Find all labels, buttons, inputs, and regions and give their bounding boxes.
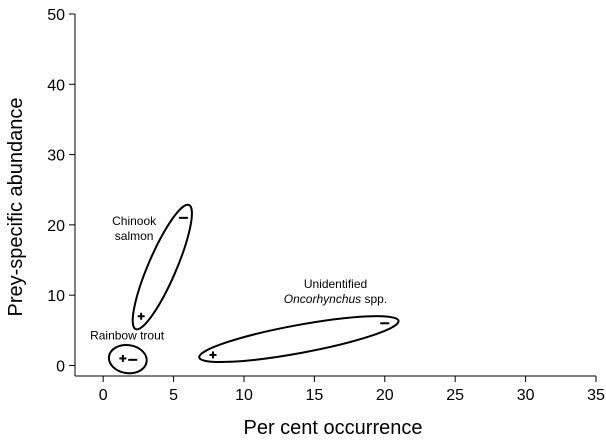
y-axis-title: Prey-specific abundance	[5, 97, 27, 316]
y-tick-label: 0	[56, 358, 65, 375]
point-plus-marker	[137, 312, 145, 320]
group-ellipse	[198, 315, 400, 364]
y-tick-label: 10	[47, 288, 65, 305]
group-label: Unidentified Oncorhynchus spp.	[284, 277, 387, 306]
x-tick-label: 15	[305, 387, 323, 404]
x-tick-label: 20	[376, 387, 394, 404]
y-tick-label: 30	[47, 148, 65, 165]
x-axis-title: Per cent occurrence	[244, 417, 423, 439]
x-tick-label: 25	[446, 387, 464, 404]
group-ellipse	[107, 344, 148, 375]
point-plus-marker	[209, 351, 217, 359]
x-tick-label: 35	[587, 387, 605, 404]
axes: 0 5 10 15 20 25 30 35 0 10 20 30 40 50	[47, 7, 605, 404]
point-plus-marker	[119, 354, 127, 362]
group-chinook-salmon: Chinook salmon	[112, 203, 193, 331]
group-ellipse	[131, 203, 193, 331]
x-tick-label: 30	[517, 387, 535, 404]
group-rainbow-trout: Rainbow trout	[90, 328, 165, 375]
x-tick-label: 0	[99, 387, 108, 404]
y-tick-label: 20	[47, 218, 65, 235]
groups: Chinook salmon Unidentified Oncorhynchus sp…	[90, 203, 400, 375]
x-tick-label: 5	[169, 387, 178, 404]
group-label: Rainbow trout	[90, 328, 165, 342]
group-unidentified-oncorhynchus-spp: Unidentified Oncorhynchus spp.	[198, 277, 400, 364]
x-tick-label: 10	[235, 387, 253, 404]
y-tick-label: 40	[47, 77, 65, 94]
y-tick-label: 50	[47, 7, 65, 24]
group-label: Chinook salmon	[112, 214, 157, 243]
